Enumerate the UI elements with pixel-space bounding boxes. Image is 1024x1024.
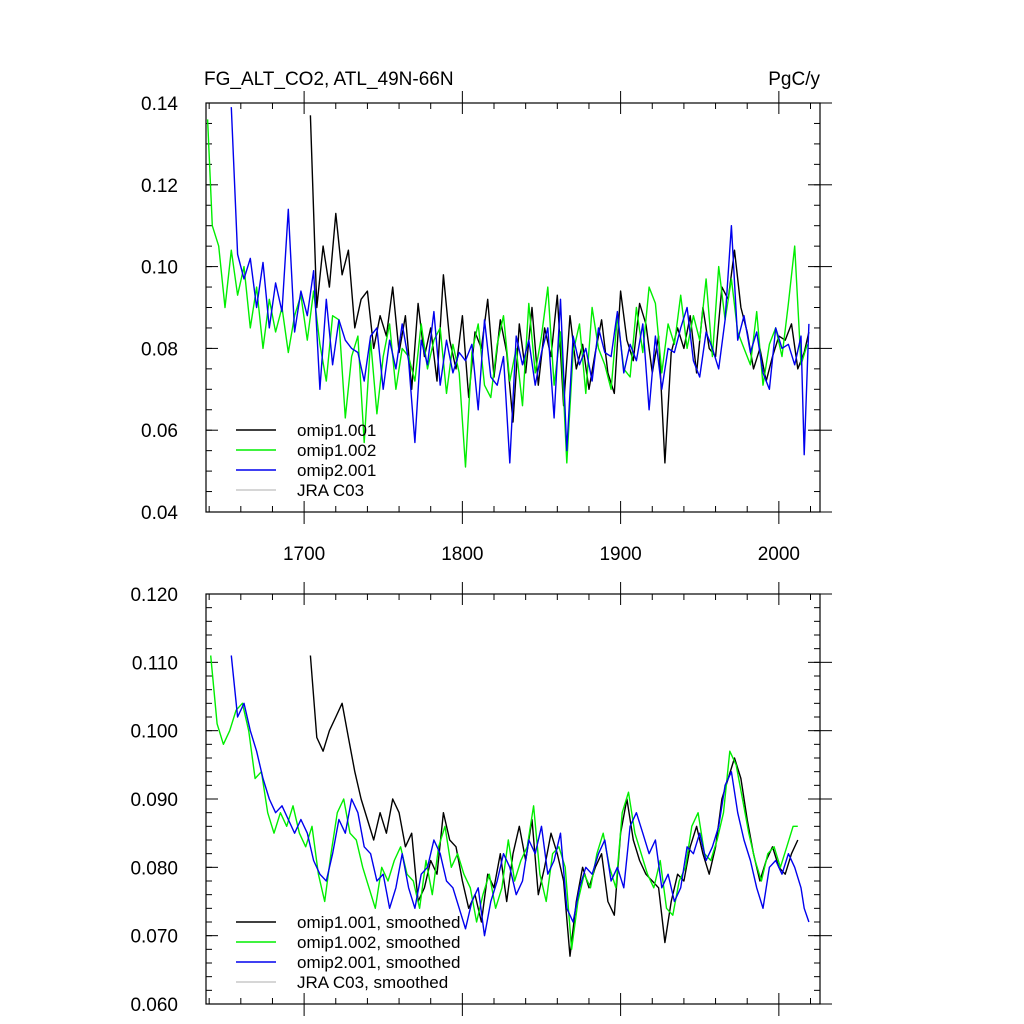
y-tick-label: 0.08 — [141, 339, 178, 360]
y-tick-label: 0.06 — [141, 421, 178, 442]
series-line-omip1-001 — [309, 115, 810, 464]
y-tick-label: 0.14 — [141, 94, 178, 115]
legend-label: omip2.001, smoothed — [297, 953, 461, 972]
x-tick-label: 1800 — [441, 544, 483, 565]
legend-label: omip2.001 — [297, 461, 376, 480]
y-tick-label: 0.12 — [141, 176, 178, 197]
y-tick-label: 0.060 — [130, 995, 178, 1016]
series-line-omip1-002-smoothed — [210, 655, 798, 950]
y-tick-label: 0.110 — [132, 653, 178, 674]
series-group — [206, 107, 810, 468]
x-tick-label: 1900 — [599, 544, 641, 565]
bottom-panel: 0.060 0.070 0.080 0.090 0.100 0.110 0.120 omip1… — [130, 582, 832, 1016]
legend-label: omip1.002, smoothed — [297, 933, 461, 952]
legend-label: omip1.001, smoothed — [297, 913, 461, 932]
series-line-omip2-001 — [230, 107, 810, 464]
series-group — [210, 655, 810, 957]
y-tick-label: 0.04 — [141, 503, 178, 524]
legend-label: omip1.002 — [297, 441, 376, 460]
y-tick-label: 0.100 — [130, 722, 178, 743]
y-tick-label: 0.070 — [130, 927, 178, 948]
legend-label: JRA C03 — [297, 481, 364, 500]
legend-label: omip1.001 — [297, 421, 376, 440]
top-panel: FG_ALT_CO2, ATL_49N-66N PgC/y 1700 1800 1900… — [141, 69, 832, 565]
units-label: PgC/y — [768, 69, 820, 90]
y-tick-label: 0.080 — [130, 858, 178, 879]
legend-label: JRA C03, smoothed — [297, 973, 448, 992]
series-line-omip2-001-smoothed — [230, 655, 810, 937]
y-tick-label: 0.10 — [141, 258, 178, 279]
series-line-omip1-002 — [206, 119, 808, 468]
series-line-omip1-001-smoothed — [309, 655, 799, 957]
x-tick-label: 2000 — [758, 544, 800, 565]
y-tick-label: 0.090 — [130, 790, 178, 811]
chart-title: FG_ALT_CO2, ATL_49N-66N — [204, 69, 454, 90]
y-tick-label: 0.120 — [130, 585, 178, 606]
x-tick-label: 1700 — [283, 544, 325, 565]
